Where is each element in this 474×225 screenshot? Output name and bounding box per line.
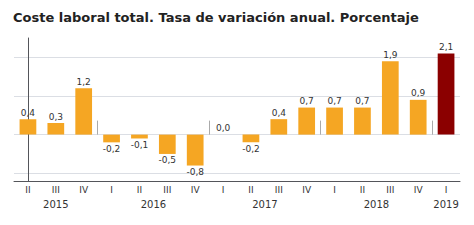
svg-text:II: II bbox=[360, 185, 365, 195]
svg-text:-0,1: -0,1 bbox=[131, 140, 149, 150]
svg-text:-0,8: -0,8 bbox=[186, 167, 204, 177]
svg-text:0,3: 0,3 bbox=[49, 112, 63, 122]
svg-text:0,7: 0,7 bbox=[355, 96, 369, 106]
svg-text:IV: IV bbox=[414, 185, 424, 195]
svg-text:1,9: 1,9 bbox=[383, 50, 398, 60]
svg-text:III: III bbox=[275, 185, 283, 195]
svg-text:II: II bbox=[137, 185, 142, 195]
svg-text:Coste laboral total. Tasa de v: Coste laboral total. Tasa de variación a… bbox=[13, 10, 419, 25]
svg-text:III: III bbox=[163, 185, 171, 195]
svg-text:2019: 2019 bbox=[433, 199, 458, 210]
svg-text:II: II bbox=[25, 185, 30, 195]
svg-text:-0,2: -0,2 bbox=[103, 144, 121, 154]
svg-text:0,4: 0,4 bbox=[272, 108, 287, 118]
svg-text:2,1: 2,1 bbox=[439, 42, 453, 52]
svg-text:I: I bbox=[110, 185, 113, 195]
svg-text:IV: IV bbox=[191, 185, 201, 195]
svg-text:0,4: 0,4 bbox=[21, 108, 36, 118]
svg-text:-0,2: -0,2 bbox=[242, 144, 260, 154]
svg-text:0,9: 0,9 bbox=[411, 88, 426, 98]
svg-text:I: I bbox=[333, 185, 336, 195]
svg-text:0,7: 0,7 bbox=[300, 96, 314, 106]
svg-text:2016: 2016 bbox=[141, 199, 166, 210]
svg-text:III: III bbox=[386, 185, 394, 195]
svg-text:0,7: 0,7 bbox=[327, 96, 341, 106]
svg-text:2017: 2017 bbox=[252, 199, 277, 210]
svg-text:IV: IV bbox=[302, 185, 312, 195]
svg-text:2015: 2015 bbox=[43, 199, 68, 210]
svg-text:-0,5: -0,5 bbox=[159, 155, 177, 165]
svg-text:III: III bbox=[52, 185, 60, 195]
svg-text:II: II bbox=[248, 185, 253, 195]
svg-text:IV: IV bbox=[79, 185, 89, 195]
svg-text:2018: 2018 bbox=[364, 199, 389, 210]
svg-text:1,2: 1,2 bbox=[77, 77, 91, 87]
svg-text:I: I bbox=[445, 185, 448, 195]
svg-text:0,0: 0,0 bbox=[216, 123, 231, 133]
svg-text:I: I bbox=[222, 185, 225, 195]
